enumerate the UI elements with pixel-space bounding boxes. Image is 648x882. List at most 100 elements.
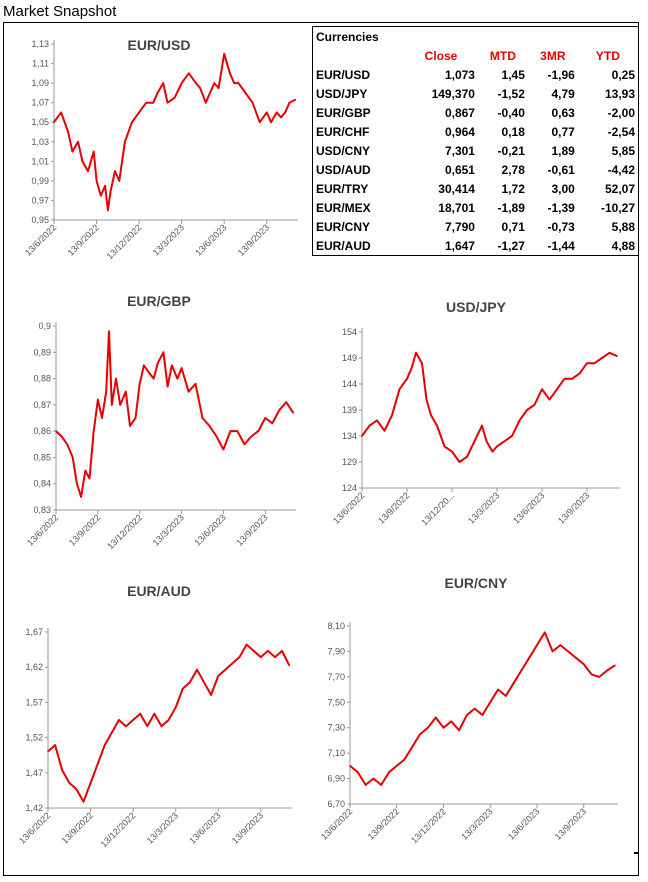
eurcny-data-point <box>582 663 585 665</box>
y-tick-label: 0,9 <box>38 321 51 331</box>
eurgbp-data-point <box>250 435 253 438</box>
pair-cell: USD/JPY <box>316 86 368 101</box>
y-tick-label: 124 <box>342 483 357 493</box>
eurusd-data-point <box>71 150 74 153</box>
eurusd-data-point <box>223 53 225 55</box>
eurgbp-data-point <box>92 430 95 432</box>
y-tick-label: 0,95 <box>31 215 49 225</box>
eurgbp-data-point <box>60 435 63 438</box>
ytd-cell: -2,00 <box>607 105 635 120</box>
eurusd-data-point <box>258 121 261 123</box>
eurusd-data-point <box>77 141 79 143</box>
eurusd-data-point <box>100 194 102 197</box>
y-tick-label: 8,10 <box>327 621 345 631</box>
y-tick-label: 129 <box>342 457 357 467</box>
eurgbp-data-point <box>171 364 173 367</box>
y-tick-label: 144 <box>342 379 357 389</box>
eurgbp-data-point <box>148 372 151 375</box>
eurusd-data-point <box>229 72 231 75</box>
eurcny-data-point <box>380 784 382 786</box>
x-tick-label: 13/3/2023 <box>151 512 186 547</box>
eurusd-series-line <box>53 52 296 212</box>
eurcny-data-point <box>505 695 507 697</box>
eurgbp-data-point <box>119 404 121 406</box>
euraud-chart: EUR/AUD 1,42 1,47 1,52 1,57 1,62 1,67 13/6/2022… <box>17 583 292 849</box>
eurgbp-chart: EUR/GBP 0,83 0,84 0,85 0,86 0,87 0,88 0,89 0,9 13… <box>25 293 296 551</box>
eurusd-data-point <box>162 82 164 84</box>
eurcny-data-point <box>434 716 437 719</box>
x-tick-label: 13/6/2023 <box>192 512 227 547</box>
pair-cell: EUR/TRY <box>316 181 369 196</box>
usdjpy-data-point <box>383 430 386 432</box>
ytd-cell: -10,27 <box>600 200 635 215</box>
ytd-cell: 52,07 <box>604 181 635 196</box>
eurgbp-data-point <box>55 430 57 432</box>
eurusd-data-point <box>237 82 240 84</box>
euraud-data-point <box>132 719 134 721</box>
eurcny-data-point <box>473 707 476 710</box>
pair-cell: EUR/CHF <box>316 124 370 139</box>
eurusd-data-point <box>124 141 126 143</box>
table-row: EUR/MEX 18,701 -1,89 -1,39 -10,27 <box>313 198 639 217</box>
eurgbp-data-point <box>194 383 197 385</box>
eurcny-data-point <box>598 676 601 678</box>
y-tick-label: 1,05 <box>31 117 49 127</box>
eurcny-data-point <box>489 701 491 704</box>
x-tick-label: 13/12/2022 <box>99 810 138 849</box>
y-tick-label: 7,10 <box>327 748 345 758</box>
usdjpy-data-point <box>466 456 468 458</box>
eurgbp-data-point <box>215 435 218 438</box>
eurusd-data-point <box>95 180 98 182</box>
x-tick-label: 13/9/2022 <box>366 806 401 841</box>
eurgbp-data-point <box>138 383 141 385</box>
euraud-data-point <box>139 712 141 715</box>
currencies-table: Currencies Close MTD 3MR YTD EUR/USD 1,07… <box>312 26 639 256</box>
euraud-data-point <box>167 719 170 721</box>
y-tick-label: 1,42 <box>25 803 43 813</box>
pair-header <box>313 46 405 65</box>
table-title: Currencies <box>316 29 379 44</box>
x-tick-label: 13/3/2023 <box>151 222 186 257</box>
eurusd-data-point <box>180 82 183 84</box>
usdjpy-data-point <box>586 362 588 364</box>
eurusd-data-point <box>60 111 62 114</box>
close-cell: 30,414 <box>438 181 475 196</box>
table-row: EUR/TRY 30,414 1,72 3,00 52,07 <box>313 179 639 198</box>
y-tick-label: 1,52 <box>25 733 43 743</box>
eurusd-data-point <box>205 101 207 104</box>
eurgbp-data-point <box>134 417 137 419</box>
eurcny-data-point <box>497 688 499 691</box>
eurusd-data-point <box>138 111 140 114</box>
chart-title: EUR/CNY <box>444 575 508 591</box>
eurusd-data-point <box>270 121 272 123</box>
close-header: Close <box>424 48 458 63</box>
mtd-cell: 2,78 <box>501 162 525 177</box>
eurcny-data-point <box>528 657 530 659</box>
3mr-cell: -0,73 <box>547 219 575 234</box>
eurgbp-data-point <box>111 404 113 406</box>
y-tick-label: 7,90 <box>327 646 345 656</box>
eurgbp-data-point <box>229 430 232 432</box>
euraud-data-point <box>245 643 248 646</box>
usdjpy-data-point <box>421 362 423 364</box>
eurgbp-data-point <box>88 477 91 480</box>
x-tick-label: 13/9/2022 <box>67 512 102 547</box>
eurcny-data-point <box>357 771 359 773</box>
eurcny-data-point <box>575 657 577 659</box>
usdjpy-data-point <box>571 378 573 380</box>
euraud-data-point <box>47 750 49 753</box>
x-tick-label: 13/3/2023 <box>466 490 501 525</box>
x-tick-label: 13/9/2023 <box>234 512 269 547</box>
eurusd-data-point <box>109 189 112 192</box>
usdjpy-data-point <box>511 435 513 437</box>
ytd-cell: 4,88 <box>611 238 635 253</box>
eurgbp-data-point <box>115 377 117 380</box>
euraud-data-point <box>160 725 163 728</box>
euraud-data-point <box>252 650 255 652</box>
3mr-cell: 4,79 <box>551 86 575 101</box>
y-tick-label: 149 <box>342 353 357 363</box>
eurcny-data-point <box>419 733 421 735</box>
y-tick-label: 0,87 <box>33 400 51 410</box>
eurgbp-data-point <box>292 411 295 414</box>
y-tick-label: 0,83 <box>33 505 51 515</box>
